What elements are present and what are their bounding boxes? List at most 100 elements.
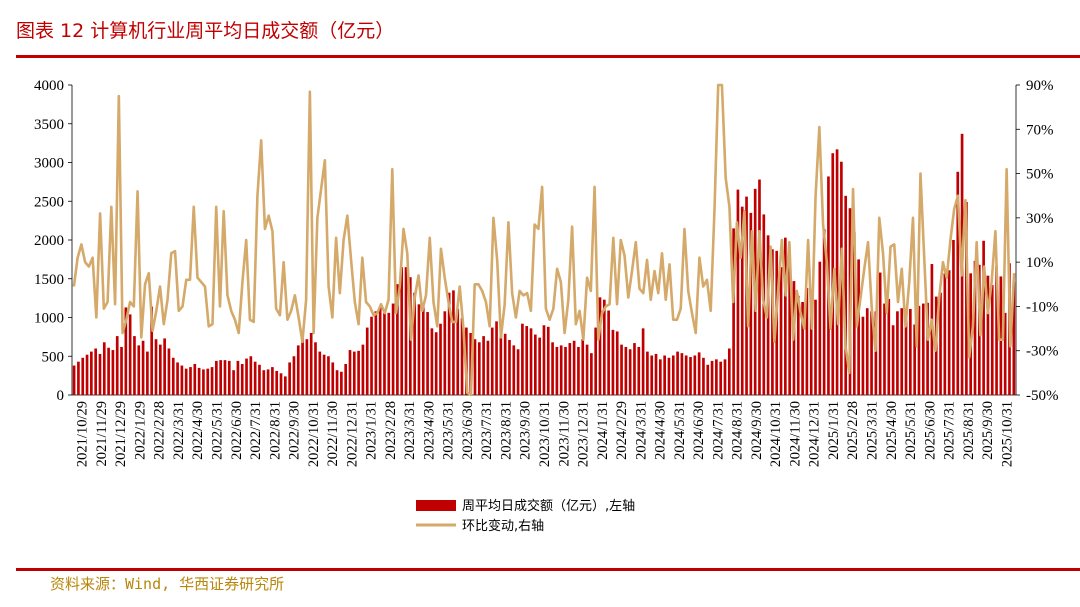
bar [525,326,529,395]
x-tick-label: 2024/5/31 [672,401,688,460]
bar [249,356,253,395]
x-tick-label: 2025/1/31 [826,401,842,460]
bar [917,305,921,396]
bar [939,292,942,395]
bar [279,373,283,395]
bar [318,351,322,395]
bar [921,303,925,395]
bar [896,311,899,395]
bar [607,310,610,395]
bar [111,350,115,395]
bar [620,344,623,396]
bar [477,342,481,395]
bar [447,292,451,395]
left-tick-label: 3500 [34,117,64,133]
source-note: 资料来源：Wind, 华西证券研究所 [50,575,285,593]
bar [784,237,787,395]
figure-title: 图表 12 计算机行业周平均日成交额（亿元） [16,20,395,42]
bar [486,340,490,395]
bar [646,351,649,395]
bar [564,346,567,395]
bar [887,298,891,395]
bar [331,362,335,395]
bar [352,351,356,395]
bar [107,347,110,395]
left-tick-label: 0 [57,388,65,404]
bar [413,292,416,395]
bar [426,312,429,395]
x-tick-label: 2024/1/31 [595,401,611,460]
bar [947,270,951,395]
bar [615,331,619,395]
bar [835,149,839,395]
bar [94,348,97,395]
bar [805,288,809,395]
x-tick-label: 2022/5/31 [209,401,225,460]
x-tick-label: 2022/8/31 [267,401,283,460]
bar [206,368,210,395]
bar [141,340,145,395]
bar [232,370,235,395]
left-tick-label: 2500 [34,194,64,210]
line-path [72,83,1016,397]
bar [546,326,550,395]
bar [689,357,692,395]
bar [512,345,516,395]
bar [926,302,929,395]
bottom-rule [16,568,1080,571]
bar [158,344,162,396]
legend-bar-label: 周平均日成交额（亿元）,左轴 [462,498,635,514]
chart-container: 0 500 1000 1500 2000 2500 3000 3500 4000 -50% -30… [0,58,1080,568]
x-tick-label: 2022/3/31 [171,401,187,460]
bar [378,306,382,395]
x-tick-label: 2025/4/30 [884,401,900,460]
bar [184,368,188,395]
x-tick-label: 2023/8/31 [498,401,514,460]
bar [909,308,912,395]
bar [624,346,628,395]
bar [335,370,339,395]
bar [671,355,675,395]
bar [913,324,916,395]
bar [176,362,179,395]
x-tick-label: 2022/11/30 [325,401,341,467]
bar [309,333,313,395]
bar [421,306,425,395]
x-tick-label: 2022/1/29 [132,401,148,460]
bar [391,303,395,395]
x-tick-label: 2025/2/28 [845,401,861,460]
bar [676,351,679,395]
x-tick-label: 2025/3/31 [865,401,881,460]
bar [779,267,783,396]
bar [736,189,740,396]
bar [516,349,520,395]
bar [124,307,128,395]
x-tick-label: 2023/7/31 [479,401,495,460]
bar [322,354,326,395]
bar [400,267,404,396]
bar [499,326,503,395]
bar [870,311,873,395]
bar [202,369,205,395]
right-tick-label: 10% [1026,255,1054,271]
bar [258,364,261,395]
bar [641,328,645,395]
bar [387,312,391,395]
bar [120,346,123,395]
bar [128,314,132,395]
bar [490,327,494,395]
bar [495,321,498,396]
bar [633,343,636,395]
bar [990,284,994,395]
bar [952,240,955,395]
bar [253,361,257,395]
x-tick-label: 2021/10/29 [75,401,91,467]
bar [904,316,908,395]
bar [749,212,753,396]
right-tick-label: 90% [1026,78,1054,94]
bar [844,195,848,395]
x-tick-label: 2023/9/30 [518,401,534,460]
bar [240,364,244,395]
x-tick-label: 2024/12/31 [807,401,823,467]
bar [956,171,960,395]
